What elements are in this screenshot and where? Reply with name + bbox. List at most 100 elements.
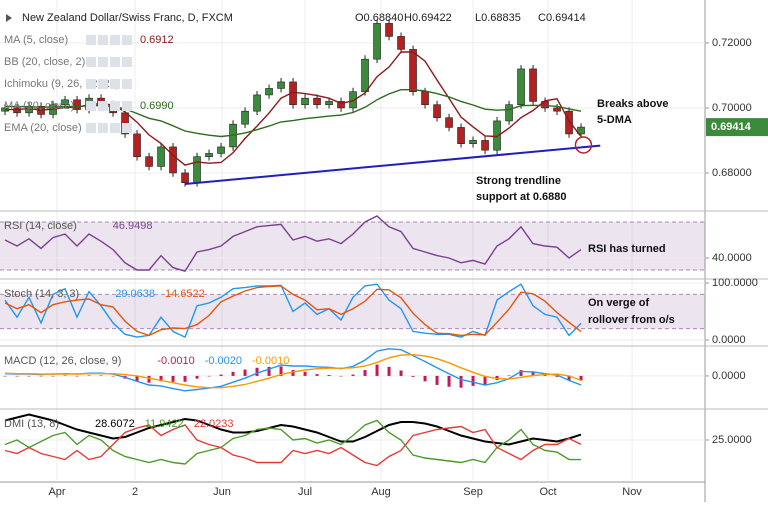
indicator-icon[interactable] (110, 57, 120, 67)
histogram-bar (15, 375, 19, 377)
indicator-icon[interactable] (86, 123, 96, 133)
candle-body (421, 91, 429, 105)
candle-body (349, 91, 357, 109)
histogram-bar (303, 371, 307, 376)
panel-legend-value: 29.0638 (115, 288, 155, 300)
histogram-bar (27, 375, 31, 377)
ohlc-label: H0.69422 (404, 12, 452, 24)
indicator-icon[interactable] (122, 123, 132, 133)
panel-legend-value: 11.9422 (145, 418, 184, 430)
histogram-bar (435, 375, 439, 385)
panel-legend: RSI (14, close) (4, 220, 77, 232)
histogram-bar (363, 370, 367, 376)
indicator-icon[interactable] (110, 101, 120, 111)
histogram-bar (483, 375, 487, 385)
candle-body (469, 140, 477, 144)
highlight-circle (574, 136, 593, 154)
histogram-bar (267, 366, 271, 376)
panel-legend-value: -0.0010 (252, 355, 289, 367)
indicator-icon[interactable] (110, 79, 120, 89)
indicator-legend: MA (5, close) (4, 34, 68, 46)
histogram-bar (75, 375, 79, 377)
y-tick-label: 0.0000 (712, 334, 746, 346)
histogram-bar (243, 369, 247, 376)
histogram-bar (531, 372, 535, 376)
candle-body (301, 97, 309, 105)
candle-body (517, 68, 525, 105)
histogram-bar (231, 371, 235, 376)
candle-body (445, 117, 453, 128)
panel-legend: MACD (12, 26, close, 9) (4, 355, 121, 367)
last-price-label: 0.69414 (711, 121, 752, 133)
x-tick-label: Nov (622, 486, 642, 498)
indicator-icon[interactable] (122, 101, 132, 111)
candle-body (505, 104, 513, 122)
histogram-bar (51, 375, 55, 377)
panel-legend-value: 14.6522 (165, 288, 205, 300)
histogram-bar (339, 375, 343, 377)
indicator-icon[interactable] (110, 123, 120, 133)
y-tick-label: 25.0000 (712, 434, 752, 446)
candle-body (253, 94, 261, 112)
histogram-bar (255, 367, 259, 376)
x-tick-label: 2 (132, 486, 138, 498)
annotation: RSI has turned (588, 243, 666, 255)
histogram-bar (3, 375, 7, 377)
indicator-icon[interactable] (98, 57, 108, 67)
histogram-bar (543, 375, 547, 376)
histogram-bar (567, 375, 571, 381)
indicator-icon[interactable] (110, 35, 120, 45)
indicator-icon[interactable] (122, 79, 132, 89)
candle-body (157, 146, 165, 167)
indicator-icon[interactable] (86, 79, 96, 89)
indicator-icon[interactable] (98, 79, 108, 89)
candle-body (145, 156, 153, 167)
histogram-bar (471, 375, 475, 386)
indicator-icon[interactable] (98, 123, 108, 133)
indicator-icon[interactable] (86, 35, 96, 45)
y-tick-label: 0.0000 (712, 370, 746, 382)
indicator-icon[interactable] (122, 57, 132, 67)
histogram-bar (411, 375, 415, 377)
chart-title: New Zealand Dollar/Swiss Franc, D, FXCM (22, 12, 233, 24)
histogram-bar (111, 375, 115, 377)
collapse-icon[interactable] (6, 14, 12, 22)
histogram-bar (351, 374, 355, 376)
ohlc-label: O0.68840 (355, 12, 403, 24)
indicator-legend: MA (20, close) (4, 100, 74, 112)
histogram-bar (99, 375, 103, 376)
histogram-bar (423, 375, 427, 382)
candle-body (169, 146, 177, 174)
panel-legend-value: -0.0010 (157, 355, 194, 367)
x-tick-label: Apr (48, 486, 65, 498)
histogram-bar (279, 366, 283, 376)
indicator-icon[interactable] (86, 101, 96, 111)
candle-body (433, 104, 441, 118)
histogram-bar (219, 374, 223, 376)
price-axis-area (705, 0, 768, 502)
histogram-bar (135, 375, 139, 382)
indicator-legend: BB (20, close, 2) (4, 56, 85, 68)
histogram-bar (315, 374, 319, 376)
annotation: support at 0.6880 (476, 191, 566, 203)
candle-body (133, 133, 141, 157)
indicator-icon[interactable] (122, 35, 132, 45)
ohlc-label: L0.68835 (475, 12, 521, 24)
annotation: On verge of (588, 297, 649, 309)
histogram-bar (327, 375, 331, 376)
indicator-icon[interactable] (98, 35, 108, 45)
indicator-icon[interactable] (86, 57, 96, 67)
series-line (4, 285, 582, 337)
panel-legend: DMI (13, 8) (4, 418, 59, 430)
indicator-legend: EMA (20, close) (4, 122, 82, 134)
candle-body (73, 99, 81, 110)
x-tick-label: Jul (298, 486, 312, 498)
panel-legend: Stoch (14, 3, 3) (4, 288, 79, 300)
candle-body (277, 81, 285, 89)
panel-legend-value: 22.0233 (194, 418, 234, 430)
indicator-icon[interactable] (98, 101, 108, 111)
ohlc-label: C0.69414 (538, 12, 586, 24)
annotation: Breaks above (597, 98, 669, 110)
candle-body (373, 23, 381, 60)
